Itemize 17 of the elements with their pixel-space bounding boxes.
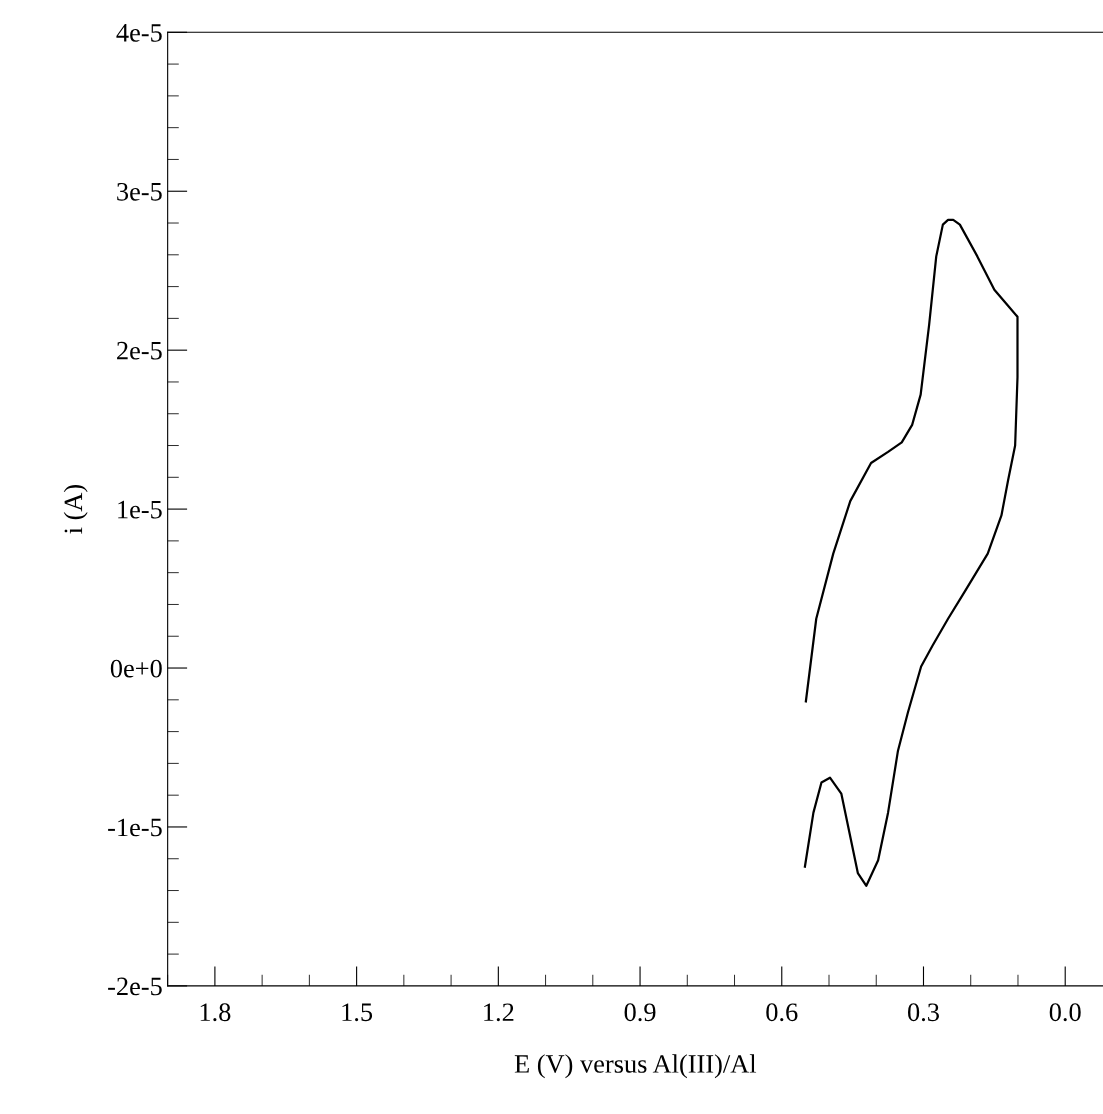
x-tick-label: 0.0 [1049, 1003, 1081, 1022]
y-tick-label: -2e-5 [108, 977, 162, 996]
x-tick-label: 0.3 [908, 1003, 939, 1022]
x-tick-label: 1.2 [484, 1003, 514, 1022]
x-axis-title: E (V) versus Al(III)/Al [514, 1054, 757, 1079]
x-tick-label: 1.5 [342, 1003, 373, 1022]
y-tick-label: 0e+0 [110, 659, 162, 678]
y-axis-title: i (A) [63, 484, 88, 534]
y-tick-label: 2e-5 [117, 341, 162, 360]
y-tick-label: 3e-5 [117, 182, 162, 201]
y-tick-label: 4e-5 [116, 24, 162, 42]
y-tick-label: -1e-5 [108, 818, 162, 837]
x-tick-label: 1.8 [200, 1003, 231, 1022]
x-tick-label: 0.9 [624, 1003, 656, 1022]
line-series [803, 218, 1019, 887]
y-tick-label: 1e-5 [118, 500, 162, 519]
x-tick-label: 0.6 [766, 1003, 798, 1022]
